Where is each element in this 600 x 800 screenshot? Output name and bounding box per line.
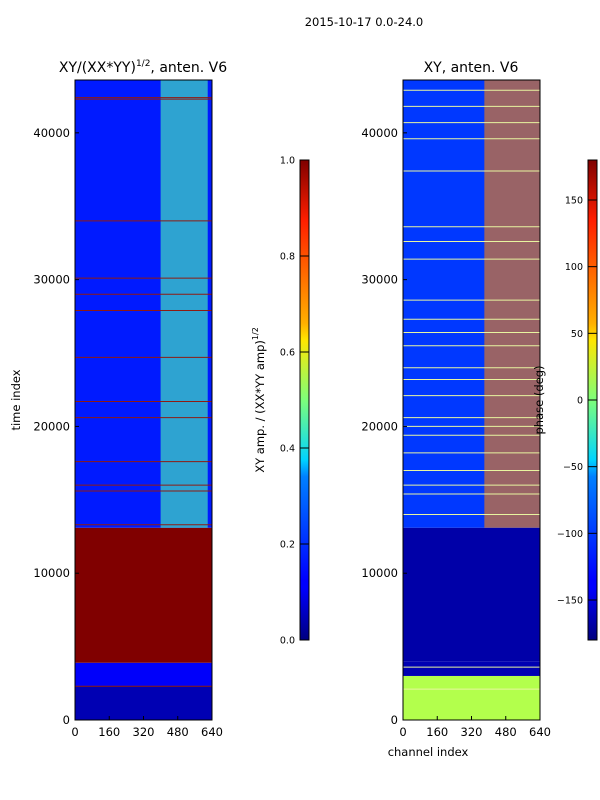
- colorbar-tick-label: −150: [557, 596, 583, 607]
- y-tick-label: 10000: [361, 566, 398, 580]
- colorbar-tick-label: 50: [571, 329, 583, 340]
- data-region: [403, 675, 540, 720]
- colorbar-tick-label: 100: [565, 262, 583, 273]
- colorbar-tick-label: 0.6: [280, 348, 295, 359]
- y-tick-label: 40000: [33, 126, 70, 140]
- right-colorbar: −150 −100 −50 0 50 100 150 phase (deg): [532, 159, 598, 641]
- x-tick-label: 480: [167, 725, 189, 739]
- left-colorbar-ticks: 0.0 0.2 0.4 0.6 0.8 1.0: [280, 156, 309, 647]
- data-region: [75, 662, 212, 687]
- left-panel: XY/(XX*YY)1/2, anten. V6 0 160 320 480 640 0 1…: [9, 59, 227, 739]
- x-tick-label: 320: [461, 725, 483, 739]
- x-tick-label: 0: [399, 725, 406, 739]
- right-panel: XY, anten. V6 0 160 320 480 640 0 10000 20000 30…: [361, 60, 551, 759]
- figure-suptitle: 2015-10-17 0.0-24.0: [305, 15, 424, 29]
- left-colorbar-label: XY amp. / (XX*YY amp)1/2: [251, 327, 267, 473]
- left-colorbar: 0.0 0.2 0.4 0.6 0.8 1.0 XY amp. / (XX*YY amp)…: [251, 156, 310, 647]
- colorbar-tick-label: 0.0: [280, 636, 295, 647]
- right-xlabel: channel index: [388, 745, 469, 759]
- colorbar-tick-label: 0.4: [280, 444, 295, 455]
- x-tick-label: 160: [98, 725, 120, 739]
- right-heatmap: 0 160 320 480 640 0 10000 20000 30000 40000: [361, 79, 551, 739]
- colorbar-tick-label: 0.2: [280, 540, 295, 551]
- active-channel-band: [160, 80, 208, 528]
- active-channel-band: [484, 80, 540, 528]
- left-heatmap: 0 160 320 480 640 0 10000 20000 30000 40000: [33, 79, 223, 739]
- colorbar-tick-label: −100: [557, 529, 583, 540]
- colorbar-tick-label: 0: [577, 396, 583, 407]
- data-region: [403, 527, 540, 662]
- data-region: [75, 527, 212, 663]
- y-tick-label: 0: [391, 713, 398, 727]
- y-tick-label: 10000: [33, 566, 70, 580]
- colorbar-tick-label: −50: [563, 462, 583, 473]
- x-tick-label: 0: [71, 725, 78, 739]
- x-tick-label: 160: [426, 725, 448, 739]
- x-tick-label: 320: [133, 725, 155, 739]
- colorbar-tick-label: 1.0: [280, 156, 295, 167]
- colorbar-tick-label: 0.8: [280, 252, 295, 263]
- left-colorbar-gradient: [299, 159, 310, 641]
- right-title: XY, anten. V6: [424, 60, 519, 76]
- right-colorbar-ticks: −150 −100 −50 0 50 100 150: [557, 196, 597, 607]
- y-tick-label: 0: [63, 713, 70, 727]
- colorbar-tick-label: 150: [565, 196, 583, 207]
- x-tick-label: 480: [495, 725, 517, 739]
- x-tick-label: 640: [201, 725, 223, 739]
- right-colorbar-label: phase (deg): [532, 365, 546, 434]
- y-tick-label: 30000: [361, 273, 398, 287]
- x-tick-label: 640: [529, 725, 551, 739]
- y-tick-label: 20000: [33, 419, 70, 433]
- y-tick-label: 40000: [361, 126, 398, 140]
- y-tick-label: 30000: [33, 273, 70, 287]
- y-tick-label: 20000: [361, 419, 398, 433]
- data-region: [75, 686, 212, 720]
- data-region: [403, 661, 540, 676]
- left-ylabel: time index: [9, 369, 23, 430]
- left-title: XY/(XX*YY)1/2, anten. V6: [59, 59, 227, 76]
